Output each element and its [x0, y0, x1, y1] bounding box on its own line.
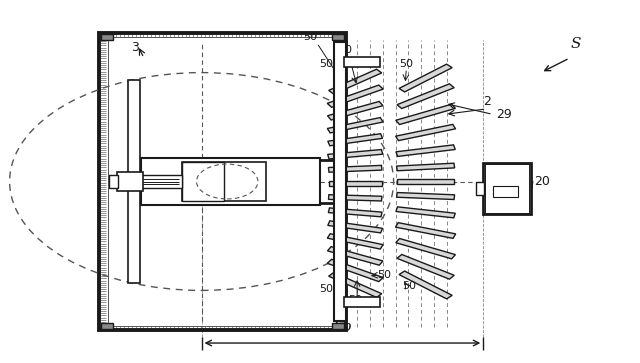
Bar: [476, 182, 484, 195]
Bar: [396, 223, 456, 238]
Text: 50: 50: [319, 284, 333, 294]
Bar: [344, 297, 380, 307]
Bar: [182, 162, 266, 201]
Bar: [327, 118, 383, 133]
Text: 50: 50: [377, 270, 391, 280]
Bar: [327, 234, 383, 249]
Bar: [328, 166, 382, 172]
Bar: [397, 192, 454, 200]
Text: 3: 3: [131, 41, 139, 54]
Bar: [101, 323, 113, 329]
Bar: [327, 85, 383, 107]
Bar: [141, 158, 320, 205]
Text: 50: 50: [399, 59, 413, 69]
Text: 2: 2: [483, 95, 491, 108]
Bar: [329, 273, 381, 297]
Bar: [397, 179, 454, 184]
Text: 50: 50: [348, 295, 362, 305]
Bar: [328, 101, 383, 120]
Bar: [327, 259, 383, 282]
Bar: [493, 186, 518, 197]
Bar: [344, 57, 380, 67]
Text: 50: 50: [303, 32, 317, 42]
Bar: [182, 162, 224, 201]
Bar: [128, 80, 140, 283]
Text: S: S: [571, 37, 581, 50]
Bar: [399, 271, 452, 299]
Bar: [397, 163, 454, 171]
Bar: [396, 104, 456, 125]
Bar: [328, 246, 383, 265]
Bar: [117, 172, 143, 191]
Text: 29: 29: [496, 108, 512, 121]
Bar: [332, 323, 344, 329]
Bar: [329, 69, 381, 94]
Bar: [396, 238, 456, 259]
Bar: [397, 84, 454, 109]
Bar: [99, 33, 346, 330]
Bar: [328, 195, 382, 201]
Bar: [328, 221, 383, 233]
Bar: [485, 164, 529, 213]
Text: 50: 50: [339, 45, 353, 55]
Text: L: L: [163, 171, 173, 184]
Bar: [328, 150, 383, 159]
Bar: [108, 37, 337, 326]
Bar: [328, 208, 382, 217]
Bar: [101, 34, 113, 40]
Bar: [483, 163, 531, 214]
Bar: [329, 181, 382, 185]
Bar: [396, 145, 455, 156]
Bar: [396, 125, 456, 140]
Text: 50: 50: [403, 281, 417, 291]
Bar: [328, 134, 383, 146]
Bar: [141, 175, 182, 188]
Text: 1: 1: [240, 180, 248, 193]
Bar: [109, 175, 118, 188]
Bar: [334, 42, 346, 321]
Bar: [99, 33, 346, 330]
Bar: [399, 64, 452, 92]
Text: 50: 50: [319, 59, 333, 69]
Text: 20: 20: [534, 175, 550, 188]
Bar: [396, 207, 455, 218]
Bar: [332, 34, 344, 40]
Bar: [397, 254, 454, 279]
Text: Lb: Lb: [332, 320, 353, 334]
